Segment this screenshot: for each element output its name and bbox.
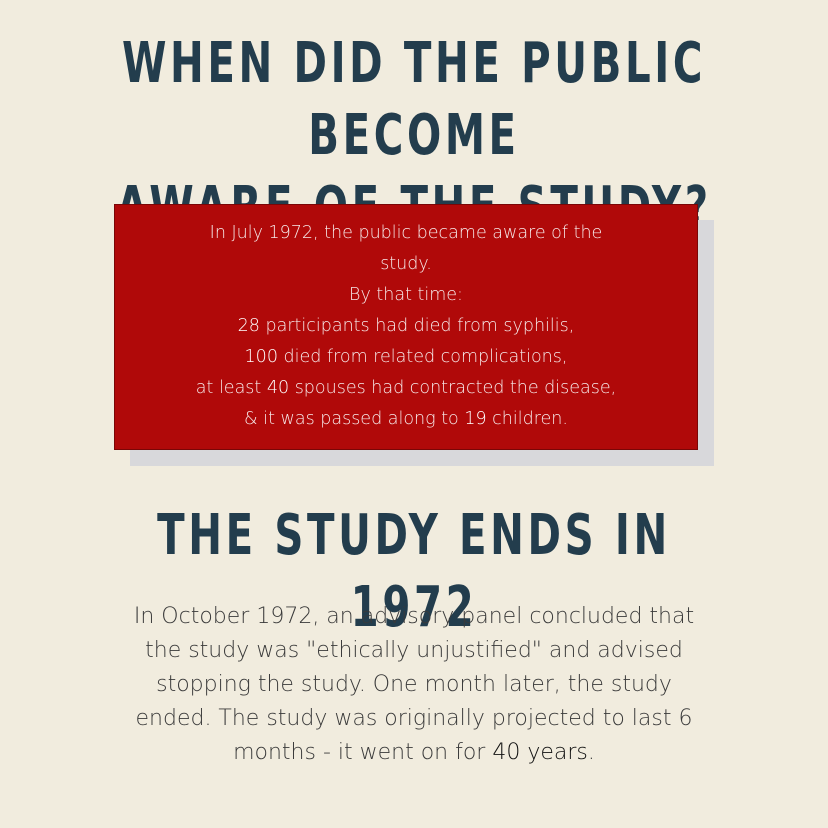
body-line: ended. The study was originally projecte… [135,706,693,731]
section-heading: THE STUDY ENDS IN 1972 [157,503,671,640]
callout-text: died from related complications, [277,347,568,367]
callout-text: at least [195,378,267,398]
body-text: months - it went on for [233,740,493,765]
callout-line: at least 40 spouses had contracted the d… [115,373,697,404]
stat-deaths-syphilis: 28 [237,316,260,336]
stat-deaths-complications: 100 [244,347,278,367]
callout-line: study. [380,254,432,274]
callout-line: By that time: [349,285,463,305]
page-title-line-1: WHEN DID THE PUBLIC BECOME [121,31,707,168]
body-line: months - it went on for 40 years. [60,736,768,770]
callout-text: & it was passed along to [244,409,465,429]
stat-spouses: 40 [266,378,290,398]
callout-box: In July 1972, the public became aware of… [114,204,698,450]
callout-line: 28 participants had died from syphilis, [115,311,697,342]
stat-children: 19 [464,409,487,429]
callout-line: 100 died from related complications, [115,342,697,373]
callout-text: children. [486,409,568,429]
callout-line: & it was passed along to 19 children. [115,404,697,435]
callout-text: spouses had contracted the disease, [289,378,617,398]
body-text: . [587,740,595,765]
callout-text: participants had died from syphilis, [259,316,575,336]
body-line: In October 1972, an advisory panel concl… [133,604,695,629]
body-line: stopping the study. One month later, the… [156,672,672,697]
duration-highlight: 40 years [492,740,588,765]
body-line: the study was "ethically unjustified" an… [145,638,683,663]
body-paragraph: In October 1972, an advisory panel concl… [60,600,768,770]
callout-line: In July 1972, the public became aware of… [209,223,603,243]
